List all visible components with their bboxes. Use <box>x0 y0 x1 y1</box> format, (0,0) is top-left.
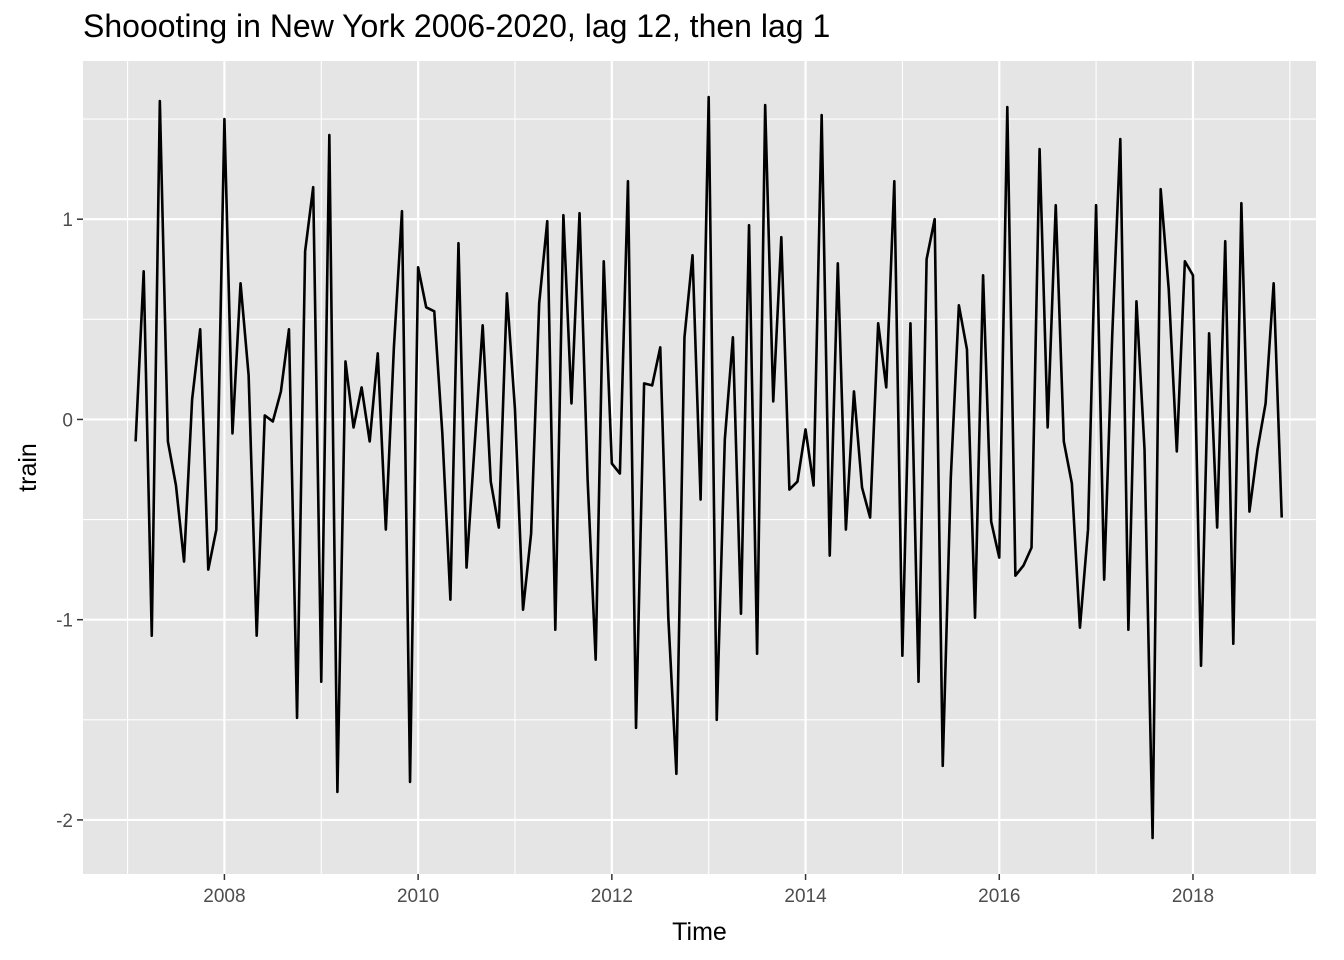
y-tick-label: 0 <box>62 410 73 431</box>
y-tick-label: -1 <box>56 611 73 632</box>
x-tick-label: 2010 <box>397 886 439 907</box>
x-tick-label: 2014 <box>784 886 827 907</box>
x-tick-label: 2016 <box>978 886 1020 907</box>
y-tick-label: -2 <box>56 811 73 832</box>
minor-gridlines <box>83 61 1316 874</box>
y-tick-label: 1 <box>62 210 73 231</box>
y-axis-title: train <box>14 443 42 492</box>
series-line <box>134 95 1284 840</box>
y-axis-ticks: -2 -1 0 1 <box>56 210 83 832</box>
chart-title: Shoooting in New York 2006-2020, lag 12,… <box>83 8 831 44</box>
x-tick-label: 2008 <box>203 886 245 907</box>
x-tick-label: 2018 <box>1172 886 1214 907</box>
x-axis-title: Time <box>672 918 727 946</box>
major-gridlines <box>83 61 1316 874</box>
x-tick-label: 2012 <box>591 886 633 907</box>
x-axis-ticks: 2008 2010 2012 2014 2016 2018 <box>203 874 1214 907</box>
